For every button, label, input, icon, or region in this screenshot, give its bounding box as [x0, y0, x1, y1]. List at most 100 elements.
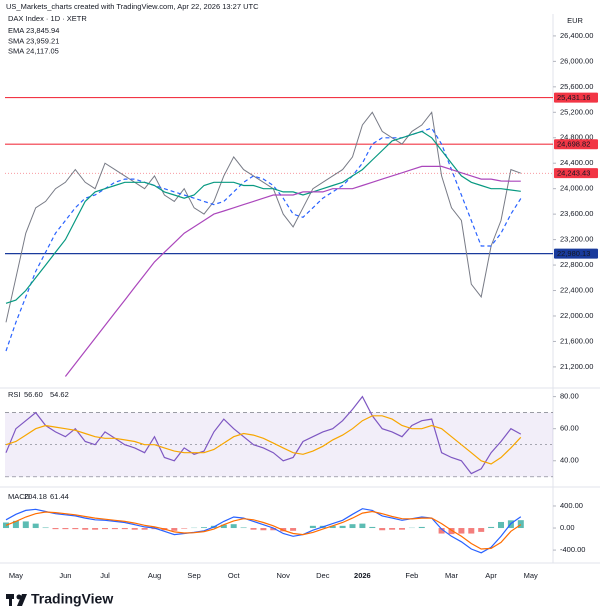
- histogram-bar: [240, 527, 247, 529]
- histogram-bar: [498, 521, 504, 529]
- histogram-bar: [458, 528, 465, 534]
- histogram-bar: [181, 528, 188, 529]
- histogram-bar: [52, 528, 59, 530]
- x-tick-label: Aug: [148, 571, 161, 580]
- histogram-bar: [448, 528, 455, 535]
- histogram-bar: [22, 521, 29, 529]
- histogram-bar: [468, 528, 475, 534]
- level-label: 22,980.13: [557, 249, 590, 258]
- series-line: [5, 127, 522, 352]
- x-tick-label: Feb: [405, 571, 418, 580]
- y-tick-label: 23,600.00: [560, 209, 593, 218]
- histogram-bar: [250, 528, 257, 530]
- level-label-box: [554, 248, 598, 259]
- histogram-bar: [418, 526, 425, 529]
- legend-value: 61.44: [50, 492, 69, 501]
- histogram-bar: [329, 525, 336, 529]
- y-tick-label: 0.00: [560, 523, 575, 532]
- histogram-bar: [102, 528, 108, 530]
- histogram-bar: [478, 528, 485, 532]
- histogram-bar: [12, 520, 19, 529]
- legend-name: SMA: [8, 47, 24, 56]
- y-tick-label: 22,400.00: [560, 286, 593, 295]
- legend-name: EMA: [8, 26, 24, 35]
- series-line: [5, 130, 521, 304]
- y-tick-label: 24,800.00: [560, 133, 593, 142]
- y-tick-label: 25,600.00: [560, 82, 593, 91]
- series-line: [5, 508, 522, 554]
- histogram-bar: [72, 528, 79, 530]
- rsi-title: RSI: [8, 390, 21, 399]
- y-tick-label: 24,000.00: [560, 184, 593, 193]
- y-tick-label: 26,400.00: [560, 31, 593, 40]
- histogram-bar: [399, 528, 405, 530]
- y-tick-label: 60.00: [560, 424, 579, 433]
- histogram-bar: [389, 528, 396, 530]
- currency: EUR: [567, 16, 583, 25]
- y-tick-label: 22,800.00: [560, 260, 593, 269]
- series-line: [5, 111, 521, 323]
- series-line: [64, 165, 521, 377]
- y-tick-label: 25,200.00: [560, 107, 593, 116]
- y-tick-label: 40.00: [560, 456, 579, 465]
- legend-value: 204.18: [24, 492, 47, 501]
- x-tick-label: Dec: [316, 571, 330, 580]
- level-label-box: [554, 92, 598, 103]
- chart-title: DAX Index · 1D · XETR: [8, 14, 87, 23]
- y-tick-label: 400.00: [560, 501, 583, 510]
- legend-value: 56.60: [24, 390, 43, 399]
- y-tick-label: 21,200.00: [560, 362, 593, 371]
- brand-logo: [6, 594, 27, 606]
- x-tick-label: Sep: [187, 571, 200, 580]
- histogram-bar: [141, 528, 148, 530]
- series-line: [5, 510, 522, 550]
- macd-title: MACD: [8, 492, 31, 501]
- histogram-bar: [42, 527, 49, 529]
- legend-value: 23,959.21: [26, 36, 59, 45]
- histogram-bar: [379, 528, 386, 531]
- histogram-bar: [270, 528, 277, 531]
- level-label-box: [554, 168, 598, 179]
- x-tick-label: Apr: [485, 571, 497, 580]
- histogram-bar: [82, 528, 89, 530]
- legend-value: 23,845.94: [26, 26, 59, 35]
- histogram-bar: [201, 527, 207, 529]
- level-label: 24,243.43: [557, 169, 590, 178]
- level-label: 25,431.16: [557, 93, 590, 102]
- histogram-bar: [111, 528, 118, 530]
- histogram-bar: [62, 528, 69, 530]
- histogram-bar: [339, 525, 346, 529]
- histogram-bar: [260, 528, 267, 531]
- x-tick-label: Jul: [100, 571, 110, 580]
- x-tick-label: Mar: [445, 571, 458, 580]
- level-label: 24,698.82: [557, 140, 590, 149]
- attribution: US_Markets_charts created with TradingVi…: [6, 2, 259, 11]
- brand: TradingView: [31, 591, 113, 607]
- histogram-bar: [290, 528, 297, 531]
- histogram-bar: [349, 524, 356, 529]
- y-tick-label: 80.00: [560, 392, 579, 401]
- y-tick-label: 21,600.00: [560, 336, 593, 345]
- x-tick-label: 2026: [354, 571, 371, 580]
- histogram-bar: [32, 523, 39, 529]
- y-tick-label: -400.00: [560, 545, 585, 554]
- histogram-bar: [121, 528, 128, 530]
- x-tick-label: May: [9, 571, 23, 580]
- y-tick-label: 23,200.00: [560, 235, 593, 244]
- level-label-box: [554, 139, 598, 150]
- histogram-bar: [131, 528, 138, 530]
- histogram-bar: [92, 528, 99, 530]
- y-tick-label: 24,400.00: [560, 158, 593, 167]
- series-line: [5, 415, 522, 465]
- histogram-bar: [309, 525, 316, 529]
- x-tick-label: May: [524, 571, 538, 580]
- histogram-bar: [230, 524, 237, 529]
- histogram-bar: [517, 520, 524, 529]
- y-tick-label: 26,000.00: [560, 56, 593, 65]
- x-tick-label: Nov: [277, 571, 291, 580]
- histogram-bar: [171, 528, 178, 531]
- x-tick-label: Jun: [59, 571, 71, 580]
- x-tick-label: Oct: [228, 571, 241, 580]
